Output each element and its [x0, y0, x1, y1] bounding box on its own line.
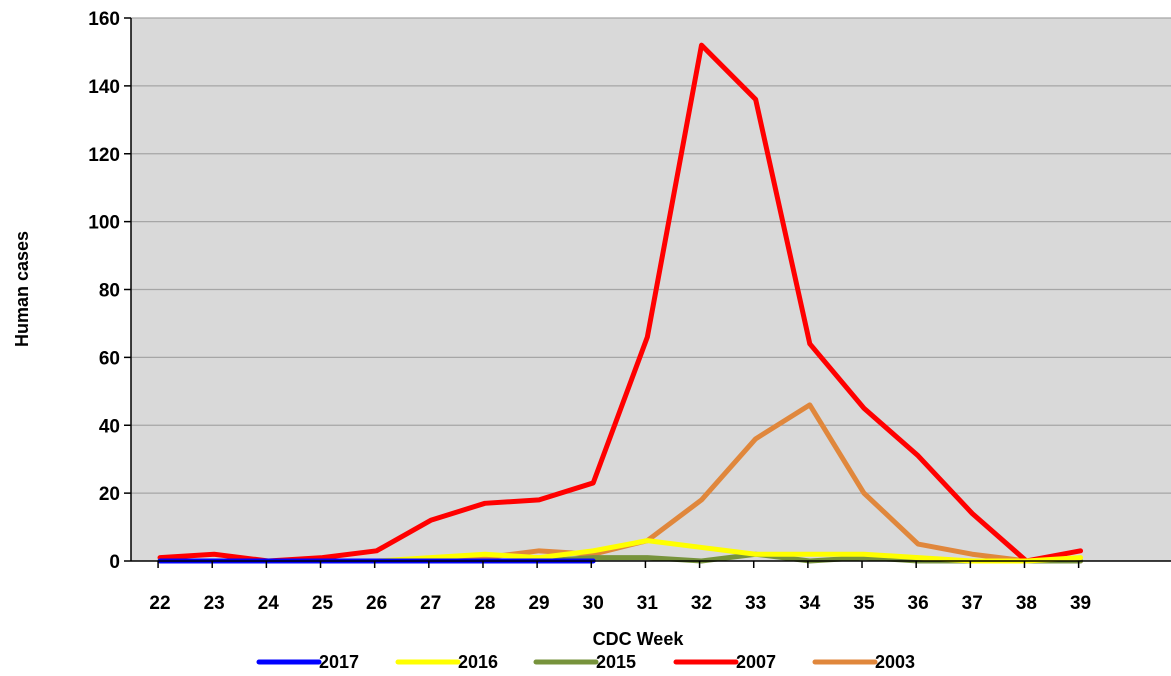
y-tick-label: 160: [88, 9, 120, 30]
legend-label-2016: 2016: [458, 652, 498, 672]
y-tick-label: 0: [109, 552, 120, 573]
y-tick-label: 140: [88, 77, 120, 98]
legend-label-2017: 2017: [319, 652, 359, 672]
y-tick-label: 60: [99, 348, 120, 369]
x-tick-label: 36: [908, 593, 929, 614]
x-tick-label: 34: [799, 593, 821, 614]
x-axis-title: CDC Week: [593, 629, 685, 649]
series-line-2007: [157, 42, 1084, 564]
y-tick-labels: 0 20 40 60 80 100 120 140 160: [88, 9, 120, 573]
gridlines: [131, 17, 1171, 494]
x-tick-labels: 22 23 24 25 26 27 28 29 30 31 32 33 34 35 36 37 38 39: [149, 593, 1091, 614]
x-tick-label: 28: [474, 593, 495, 614]
x-tick-label: 22: [149, 593, 170, 614]
x-tick-label: 30: [583, 593, 604, 614]
x-tick-label: 23: [204, 593, 225, 614]
x-tick-label: 27: [420, 593, 441, 614]
x-tick-label: 35: [853, 593, 875, 614]
axes: [124, 17, 1171, 568]
legend-label-2003: 2003: [875, 652, 915, 672]
legend: 2017 2016 2015 2007 2003: [256, 652, 915, 672]
x-tick-label: 32: [691, 593, 712, 614]
x-tick-label: 39: [1070, 593, 1091, 614]
legend-label-2007: 2007: [736, 652, 776, 672]
y-tick-label: 100: [88, 213, 120, 234]
y-tick-label: 20: [99, 484, 120, 505]
y-tick-label: 40: [99, 416, 120, 437]
y-tick-label: 80: [99, 281, 120, 302]
x-tick-label: 26: [366, 593, 387, 614]
x-tick-label: 33: [745, 593, 766, 614]
legend-label-2015: 2015: [596, 652, 636, 672]
x-tick-label: 24: [258, 593, 280, 614]
y-tick-label: 120: [88, 145, 120, 166]
x-tick-label: 37: [962, 593, 983, 614]
x-tick-label: 38: [1016, 593, 1037, 614]
x-tick-label: 25: [312, 593, 334, 614]
y-axis-title: Human cases: [12, 231, 32, 347]
x-tick-label: 29: [528, 593, 549, 614]
x-tick-label: 31: [637, 593, 659, 614]
